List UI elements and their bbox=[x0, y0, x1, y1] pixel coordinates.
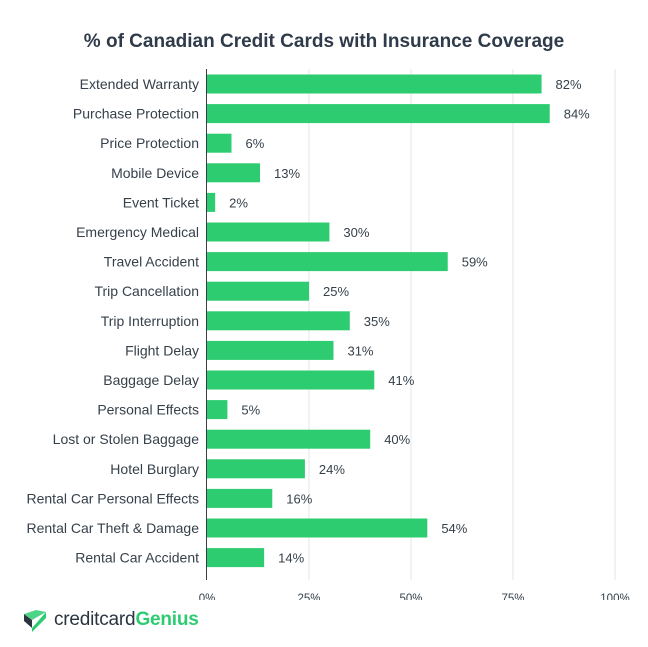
x-tick-label: 75% bbox=[501, 593, 524, 600]
bar bbox=[207, 252, 448, 272]
bar bbox=[207, 163, 261, 183]
category-label: Rental Car Theft & Damage bbox=[27, 520, 200, 536]
bar bbox=[207, 222, 330, 242]
data-label: 14% bbox=[278, 551, 304, 566]
x-tick-label: 50% bbox=[399, 593, 422, 600]
bar bbox=[207, 548, 265, 568]
bar bbox=[207, 370, 375, 390]
chart-title: % of Canadian Credit Cards with Insuranc… bbox=[84, 31, 564, 52]
data-label: 54% bbox=[441, 521, 467, 536]
data-label: 16% bbox=[286, 491, 312, 506]
data-label: 25% bbox=[323, 284, 349, 299]
bar bbox=[207, 400, 228, 420]
data-label: 5% bbox=[241, 403, 260, 418]
brand-name-part1: creditcard bbox=[54, 609, 136, 630]
data-label: 13% bbox=[274, 166, 300, 181]
category-label: Rental Car Personal Effects bbox=[27, 490, 200, 506]
x-tick-label: 0% bbox=[199, 593, 216, 600]
x-tick-label: 100% bbox=[600, 593, 629, 600]
brand-name-part2: Genius bbox=[135, 609, 199, 630]
category-label: Trip Cancellation bbox=[94, 283, 199, 299]
data-label: 30% bbox=[343, 225, 369, 240]
category-label: Emergency Medical bbox=[76, 224, 199, 240]
bar bbox=[207, 311, 350, 331]
brand-logo: creditcardGenius bbox=[22, 607, 199, 633]
value-labels: 82% 84% 6% 13% 2% 30% 59% 25% 35% 31% 41% 5% 40% 24% 1… bbox=[229, 77, 590, 566]
bar-chart: % of Canadian Credit Cards with Insuranc… bbox=[27, 31, 630, 600]
category-label: Price Protection bbox=[100, 135, 199, 151]
data-label: 40% bbox=[384, 432, 410, 447]
category-label: Travel Accident bbox=[104, 254, 199, 270]
category-label: Baggage Delay bbox=[103, 372, 199, 388]
category-label: Mobile Device bbox=[111, 165, 199, 181]
bar bbox=[207, 74, 542, 94]
category-label: Event Ticket bbox=[123, 194, 199, 210]
category-label: Personal Effects bbox=[97, 402, 199, 418]
data-label: 84% bbox=[564, 107, 590, 122]
category-label: Rental Car Accident bbox=[75, 550, 199, 566]
data-label: 24% bbox=[319, 462, 345, 477]
category-label: Purchase Protection bbox=[73, 106, 199, 122]
bars bbox=[207, 74, 550, 568]
data-label: 35% bbox=[364, 314, 390, 329]
checkmark-logo-icon bbox=[24, 610, 46, 632]
category-label: Flight Delay bbox=[125, 342, 199, 358]
category-label: Extended Warranty bbox=[80, 76, 199, 92]
category-label: Hotel Burglary bbox=[110, 461, 199, 477]
bar bbox=[207, 104, 550, 124]
brand-name: creditcardGenius bbox=[54, 609, 199, 631]
bar bbox=[207, 488, 273, 508]
category-label: Trip Interruption bbox=[101, 313, 199, 329]
bar bbox=[207, 429, 371, 449]
data-label: 41% bbox=[388, 373, 414, 388]
bar bbox=[207, 133, 232, 153]
data-label: 82% bbox=[556, 77, 582, 92]
data-label: 2% bbox=[229, 195, 248, 210]
data-label: 59% bbox=[462, 255, 488, 270]
data-label: 31% bbox=[347, 343, 373, 358]
x-axis-ticks: 0% 25% 50% 75% 100% bbox=[199, 593, 630, 600]
gridlines bbox=[308, 69, 616, 580]
bar bbox=[207, 340, 334, 360]
bar bbox=[207, 518, 428, 538]
category-label: Lost or Stolen Baggage bbox=[53, 431, 200, 447]
bar bbox=[207, 281, 309, 301]
x-tick-label: 25% bbox=[297, 593, 320, 600]
data-label: 6% bbox=[245, 136, 264, 151]
bar bbox=[207, 192, 216, 212]
bar bbox=[207, 459, 305, 479]
category-labels: Extended Warranty Purchase Protection Pric… bbox=[27, 76, 200, 566]
